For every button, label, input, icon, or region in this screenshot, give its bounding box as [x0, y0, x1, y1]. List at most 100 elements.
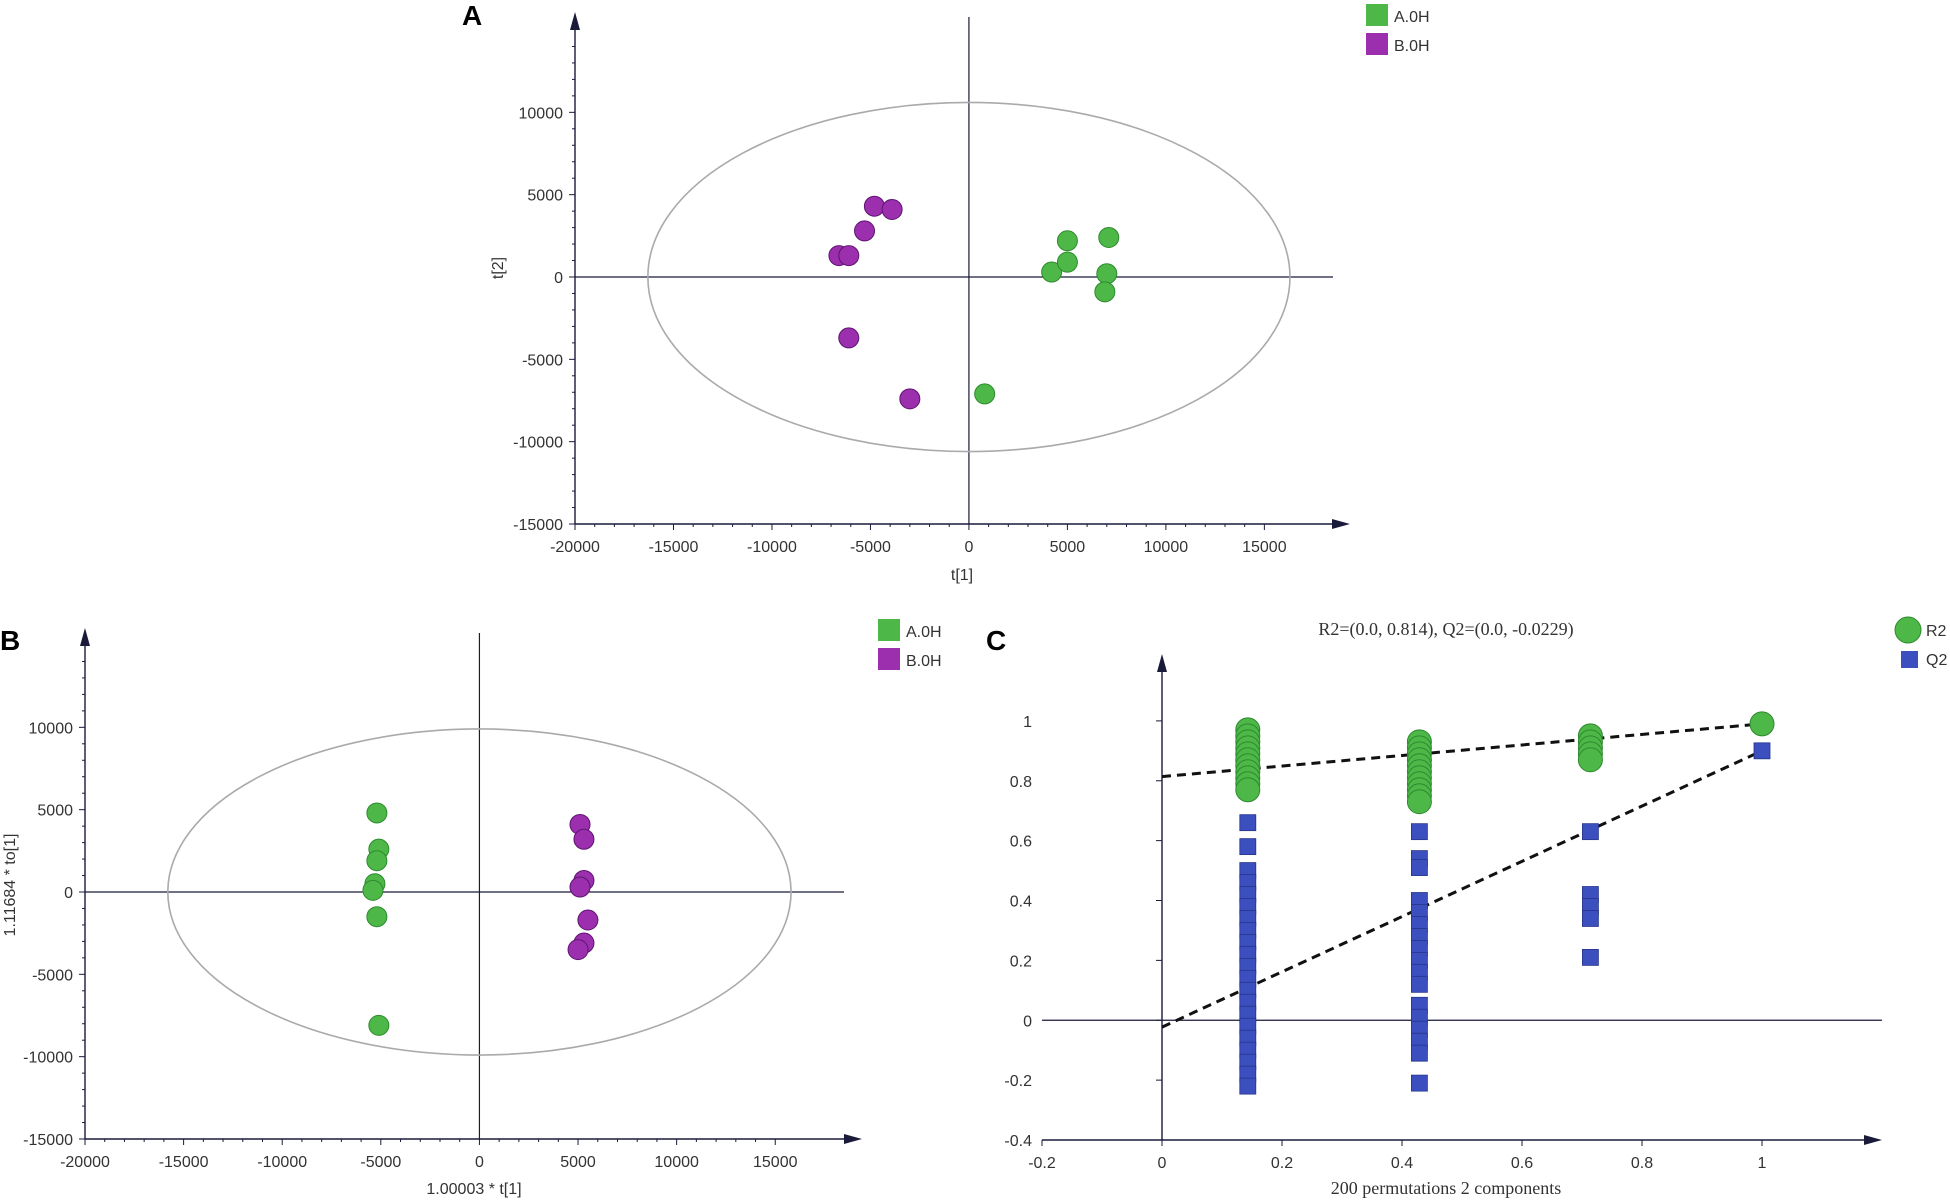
x-axis-arrow	[1332, 519, 1350, 529]
data-point-a-0h	[1096, 263, 1118, 285]
legend-marker-q2	[1901, 651, 1918, 668]
x-axis-arrow	[1864, 1135, 1882, 1145]
data-point-a-0h	[366, 906, 388, 928]
legend-label-b-0h: B.0H	[906, 653, 942, 670]
data-point-q2	[1411, 1074, 1428, 1092]
x-tick-label: 0	[475, 1154, 484, 1171]
x-tick-label: 5000	[1050, 539, 1086, 556]
x-tick-label: -5000	[850, 539, 891, 556]
y-axis-label-b: 1.11684 * to[1]	[2, 834, 19, 937]
data-point-a-0h	[1056, 251, 1078, 273]
x-axis-arrow	[844, 1134, 862, 1144]
legend-b: A.0H B.0H	[878, 619, 942, 670]
x-tick-label: -20000	[550, 539, 600, 556]
y-tick-label: -0.2	[1004, 1073, 1032, 1090]
legend-marker-r2	[1894, 616, 1922, 644]
y-tick-label: 0	[554, 270, 563, 287]
y-tick-label: 5000	[527, 188, 563, 205]
permutation-plot-panel-c: R2=(0.0, 0.814), Q2=(0.0, -0.0229) R2 Q2…	[1004, 616, 1947, 1198]
y-tick-label: -0.4	[1004, 1133, 1032, 1150]
x-axis-label-a: t[1]	[951, 567, 973, 584]
legend-swatch-b-0h	[1366, 33, 1388, 55]
x-tick-label: 15000	[753, 1154, 798, 1171]
x-tick-label: -0.2	[1028, 1155, 1056, 1172]
data-point-r2	[1406, 789, 1432, 815]
data-point-b-0h	[838, 327, 860, 349]
hotelling-ellipse	[647, 101, 1291, 453]
data-point-b-0h	[569, 876, 591, 898]
chart-title-c: R2=(0.0, 0.814), Q2=(0.0, -0.0229)	[1318, 619, 1573, 640]
data-point-b-0h	[838, 245, 860, 267]
y-tick-label: 10000	[519, 105, 564, 122]
legend-a: A.0H B.0H	[1366, 4, 1430, 55]
score-plot-panel-b: A.0H B.0H 1.00003 * t[1] 1.11684 * to[1]…	[2, 619, 942, 1198]
data-point-q2	[1753, 742, 1771, 760]
x-tick-label: 0.2	[1271, 1155, 1293, 1172]
data-point-b-0h	[577, 909, 599, 931]
panel-letter-c: C	[986, 625, 1006, 656]
y-tick-label: 0	[1023, 1013, 1032, 1030]
legend-label-r2: R2	[1926, 623, 1947, 640]
x-tick-label: -15000	[649, 539, 699, 556]
data-point-a-0h	[1098, 226, 1120, 248]
y-tick-label: 0.6	[1010, 834, 1032, 851]
y-tick-label: -10000	[513, 435, 563, 452]
y-tick-label: 0	[64, 885, 73, 902]
data-point-a-0h	[366, 850, 388, 872]
y-axis-arrow	[570, 12, 580, 30]
x-tick-label: -10000	[257, 1154, 307, 1171]
data-point-a-0h	[366, 802, 388, 824]
y-axis-arrow	[1157, 654, 1167, 672]
data-point-r2	[1235, 777, 1261, 803]
y-tick-label: -5000	[32, 967, 73, 984]
x-tick-label: 0	[964, 539, 973, 556]
x-axis-label-b: 1.00003 * t[1]	[426, 1181, 521, 1198]
data-point-a-0h	[974, 383, 996, 405]
y-tick-label: 1	[1023, 714, 1032, 731]
x-tick-label: -20000	[60, 1154, 110, 1171]
x-tick-label: -5000	[360, 1154, 401, 1171]
x-tick-label: 15000	[1242, 539, 1287, 556]
legend-label-a-0h: A.0H	[1394, 9, 1430, 26]
x-tick-label: 1	[1758, 1155, 1767, 1172]
data-point-b-0h	[567, 939, 589, 961]
data-point-a-0h	[362, 879, 384, 901]
y-tick-label: -10000	[23, 1050, 73, 1067]
trend-line-q2	[1161, 749, 1763, 1029]
legend-label-q2: Q2	[1926, 652, 1947, 669]
x-tick-label: 0.4	[1391, 1155, 1413, 1172]
y-axis-arrow	[80, 628, 90, 646]
data-point-q2	[1239, 814, 1257, 832]
x-tick-label: 0.8	[1631, 1155, 1653, 1172]
data-point-r2	[1749, 711, 1775, 737]
data-point-q2	[1411, 823, 1428, 841]
y-tick-label: -5000	[522, 352, 563, 369]
legend-swatch-a-0h	[878, 619, 900, 641]
x-tick-label: -10000	[747, 539, 797, 556]
data-point-b-0h	[899, 388, 921, 410]
legend-label-a-0h: A.0H	[906, 624, 942, 641]
data-point-b-0h	[881, 198, 903, 220]
score-plot-panel-a: A.0H B.0H t[1] t[2] -20000 -15000 -10000 -5…	[490, 4, 1430, 584]
data-point-b-0h	[573, 828, 595, 850]
y-tick-label: 0.8	[1010, 774, 1032, 791]
hotelling-ellipse	[167, 728, 792, 1056]
legend-swatch-a-0h	[1366, 4, 1388, 26]
data-point-q2	[1582, 948, 1599, 966]
legend-c: R2 Q2	[1894, 616, 1947, 669]
x-axis-label-c: 200 permutations 2 components	[1331, 1178, 1561, 1198]
data-point-a-0h	[368, 1014, 390, 1036]
panel-letter-b: B	[0, 625, 20, 656]
data-point-q2	[1239, 838, 1257, 856]
data-point-a-0h	[1094, 281, 1116, 303]
y-tick-label: 0.2	[1010, 953, 1032, 970]
data-point-a-0h	[1041, 261, 1063, 283]
trend-line-r2	[1161, 722, 1763, 779]
data-point-q2	[1411, 859, 1428, 876]
data-point-q2	[1239, 1077, 1257, 1095]
y-tick-label: -15000	[513, 517, 563, 534]
panel-letter-a: A	[462, 0, 482, 31]
data-point-q2	[1582, 910, 1599, 927]
x-tick-label: -15000	[159, 1154, 209, 1171]
